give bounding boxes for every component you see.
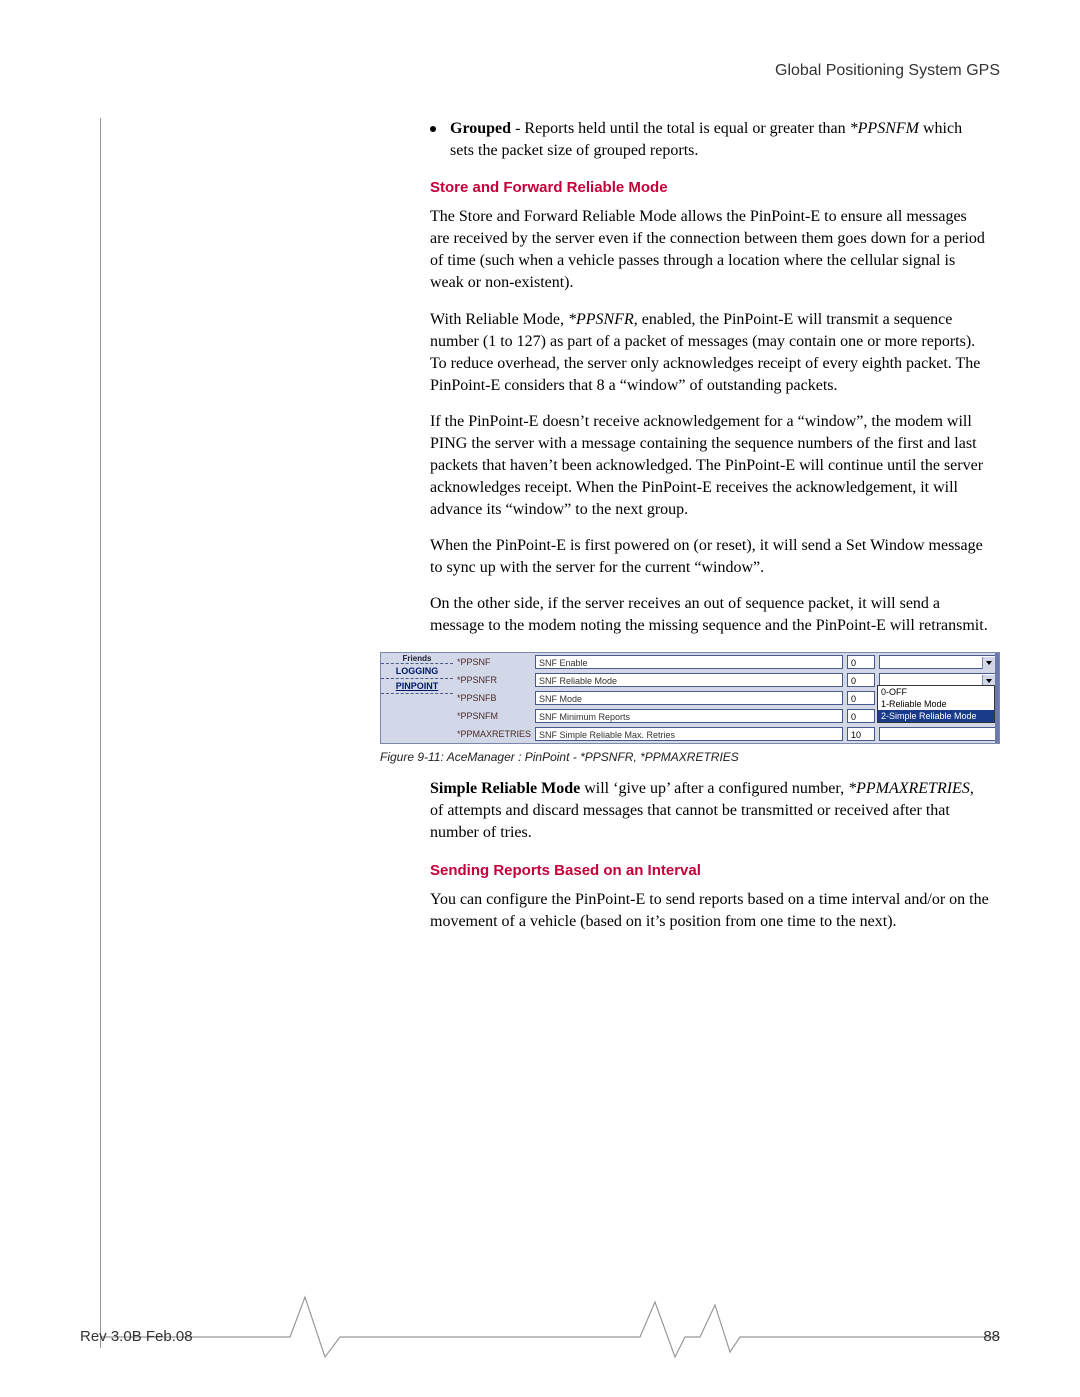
param-value: 0 bbox=[847, 709, 875, 723]
p2a: With Reliable Mode, bbox=[430, 311, 568, 328]
p2i: *PPSNFR bbox=[568, 311, 634, 328]
sidebar-prev: Friends bbox=[381, 653, 453, 663]
main-column-2: Simple Reliable Mode will ‘give up’ afte… bbox=[430, 778, 990, 933]
footer-page-number: 88 bbox=[983, 1328, 1000, 1345]
param-value: 0 bbox=[847, 655, 875, 669]
dd-option[interactable]: 0-OFF bbox=[878, 686, 994, 698]
param-name: *PPSNFM bbox=[453, 711, 535, 721]
srm-ital: *PPMAXRETRIES bbox=[848, 780, 970, 797]
param-name: *PPSNFR bbox=[453, 675, 535, 685]
param-value: 10 bbox=[847, 727, 875, 741]
footer-revision: Rev 3.0B Feb.08 bbox=[80, 1328, 193, 1345]
param-name: *PPMAXRETRIES bbox=[453, 729, 535, 739]
param-name: *PPSNFB bbox=[453, 693, 535, 703]
param-name: *PPSNF bbox=[453, 657, 535, 667]
para-sf-2: With Reliable Mode, *PPSNFR, enabled, th… bbox=[430, 309, 990, 397]
bullet-t1: - Reports held until the total is equal … bbox=[511, 120, 850, 137]
param-desc: SNF Simple Reliable Max. Retries bbox=[535, 727, 843, 741]
bullet-dot-icon bbox=[430, 126, 436, 132]
bullet-text: Grouped - Reports held until the total i… bbox=[450, 118, 990, 161]
para-sf-3: If the PinPoint-E doesn’t receive acknow… bbox=[430, 411, 990, 521]
param-desc: SNF Reliable Mode bbox=[535, 673, 843, 687]
figure-caption: Figure 9-11: AceManager : PinPoint - *PP… bbox=[380, 750, 1000, 764]
srm-t1: will ‘give up’ after a configured number… bbox=[580, 780, 848, 797]
scrollbar[interactable] bbox=[995, 653, 999, 743]
para-interval-1: You can configure the PinPoint-E to send… bbox=[430, 889, 990, 933]
section-heading-interval: Sending Reports Based on an Interval bbox=[430, 862, 990, 879]
param-value: 0 bbox=[847, 673, 875, 687]
content-frame: Grouped - Reports held until the total i… bbox=[100, 118, 1000, 947]
param-desc: SNF Mode bbox=[535, 691, 843, 705]
decorative-ecg-line bbox=[100, 1287, 1000, 1367]
para-sf-4: When the PinPoint-E is first powered on … bbox=[430, 535, 990, 579]
sidebar-item-pinpoint[interactable]: PINPOINT bbox=[381, 679, 453, 694]
para-simple-reliable: Simple Reliable Mode will ‘give up’ afte… bbox=[430, 778, 990, 844]
section-heading-store-forward: Store and Forward Reliable Mode bbox=[430, 179, 990, 196]
header-section-title: Global Positioning System GPS bbox=[775, 62, 1000, 80]
acemanager-sidebar: Friends LOGGING PINPOINT bbox=[381, 653, 453, 743]
table-row: *PPSNF SNF Enable 0 bbox=[453, 653, 999, 671]
param-desc: SNF Enable bbox=[535, 655, 843, 669]
bullet-ital: *PPSNFM bbox=[850, 120, 919, 137]
dd-option[interactable]: 1-Reliable Mode bbox=[878, 698, 994, 710]
acemanager-panel: Friends LOGGING PINPOINT *PPSNF SNF Enab… bbox=[380, 652, 1000, 744]
param-dropdown[interactable] bbox=[879, 655, 997, 669]
vertical-rule bbox=[100, 118, 101, 1348]
param-desc: SNF Minimum Reports bbox=[535, 709, 843, 723]
para-sf-1: The Store and Forward Reliable Mode allo… bbox=[430, 206, 990, 294]
dd-option[interactable]: 2-Simple Reliable Mode bbox=[878, 710, 994, 722]
bullet-grouped: Grouped - Reports held until the total i… bbox=[430, 118, 990, 161]
dropdown-options[interactable]: 0-OFF 1-Reliable Mode 2-Simple Reliable … bbox=[877, 685, 995, 723]
param-input[interactable] bbox=[879, 727, 997, 741]
param-value: 0 bbox=[847, 691, 875, 705]
table-row: *PPMAXRETRIES SNF Simple Reliable Max. R… bbox=[453, 725, 999, 743]
figure-9-11: Friends LOGGING PINPOINT *PPSNF SNF Enab… bbox=[380, 652, 1000, 764]
bullet-label: Grouped bbox=[450, 120, 511, 137]
para-sf-5: On the other side, if the server receive… bbox=[430, 593, 990, 637]
sidebar-item-logging[interactable]: LOGGING bbox=[381, 663, 453, 679]
srm-bold: Simple Reliable Mode bbox=[430, 780, 580, 797]
main-column: Grouped - Reports held until the total i… bbox=[430, 118, 990, 638]
